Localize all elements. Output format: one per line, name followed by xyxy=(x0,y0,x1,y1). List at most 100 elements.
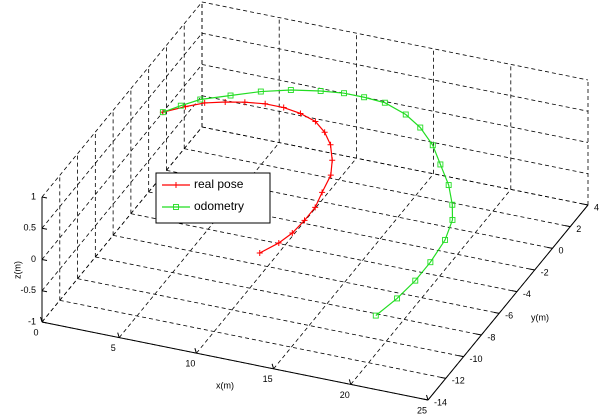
x-tick xyxy=(426,394,429,401)
z-tick-label: 0 xyxy=(31,254,36,264)
legend-label: odometry xyxy=(194,199,244,213)
y-tick xyxy=(440,376,446,379)
marker xyxy=(287,87,294,93)
marker xyxy=(227,92,234,99)
marker xyxy=(241,99,248,106)
x-tick-label: 25 xyxy=(417,405,427,415)
z-tick-label: 1 xyxy=(31,191,36,201)
marker xyxy=(437,161,444,168)
marker xyxy=(427,259,434,266)
y-axis-label: y(m) xyxy=(531,312,549,322)
marker xyxy=(417,124,424,131)
y-axis xyxy=(427,204,589,401)
x-tick xyxy=(40,316,43,323)
y-tick xyxy=(565,225,571,228)
y-tick-label: -14 xyxy=(434,397,447,407)
grid-line xyxy=(41,95,203,292)
marker xyxy=(449,216,456,223)
marker xyxy=(173,204,179,210)
marker xyxy=(445,182,452,189)
grid-line xyxy=(196,157,357,354)
grid-line xyxy=(118,142,280,338)
marker xyxy=(312,204,319,211)
marker xyxy=(317,88,324,94)
x-tick-label: 15 xyxy=(263,374,273,384)
marker xyxy=(301,217,308,224)
z-tick-label: -0.5 xyxy=(20,285,36,295)
marker xyxy=(256,249,263,256)
legend-box xyxy=(155,172,271,224)
z-tick-label: -1 xyxy=(28,316,36,326)
grid-line xyxy=(113,234,500,314)
x-tick-label: 0 xyxy=(33,327,38,337)
x-tick-label: 10 xyxy=(185,359,195,369)
y-tick-label: 4 xyxy=(594,202,599,212)
y-tick xyxy=(476,333,482,336)
grid-line xyxy=(41,64,203,260)
marker xyxy=(289,230,296,237)
marker xyxy=(329,157,336,164)
z-tick-label: 0.5 xyxy=(23,223,36,233)
y-tick xyxy=(547,246,553,249)
marker xyxy=(201,99,208,106)
x-tick-label: 5 xyxy=(111,343,116,353)
grid-line xyxy=(184,148,571,228)
marker xyxy=(321,129,328,136)
z-tick xyxy=(41,290,48,293)
x-tick-label: 20 xyxy=(340,390,350,400)
grid-line xyxy=(201,1,589,81)
marker xyxy=(257,88,264,95)
grid-line xyxy=(41,32,203,229)
z-axis-label: z(m) xyxy=(12,261,22,279)
marker xyxy=(275,239,282,246)
marker xyxy=(262,100,269,107)
y-tick-label: 0 xyxy=(558,246,563,256)
marker xyxy=(361,94,368,101)
z-tick xyxy=(41,227,48,230)
z-tick xyxy=(41,321,48,324)
marker xyxy=(442,236,449,243)
marker xyxy=(297,110,304,117)
y-tick xyxy=(458,355,464,358)
y-tick-label: -2 xyxy=(541,267,549,277)
y-tick xyxy=(422,398,429,401)
marker xyxy=(449,201,456,208)
z-tick xyxy=(41,196,48,199)
marker xyxy=(177,102,184,109)
x-axis-label: x(m) xyxy=(216,380,234,390)
grid-line xyxy=(95,256,482,336)
marker xyxy=(280,104,287,111)
grid-line xyxy=(41,1,203,198)
marker xyxy=(341,90,347,97)
x-axis xyxy=(41,321,429,401)
marker xyxy=(394,295,401,302)
grid-line xyxy=(41,126,203,323)
marker xyxy=(222,99,229,106)
series-line xyxy=(162,89,454,317)
y-tick-label: -4 xyxy=(523,289,531,299)
y-tick-label: -12 xyxy=(452,376,465,386)
y-tick-label: 2 xyxy=(576,224,581,234)
grid-line xyxy=(59,299,446,379)
marker xyxy=(319,189,326,196)
x-tick xyxy=(271,363,275,369)
y-tick-label: -6 xyxy=(505,311,513,321)
y-tick xyxy=(529,268,535,271)
y-tick xyxy=(494,311,500,314)
marker xyxy=(312,118,319,125)
x-tick xyxy=(194,348,197,354)
marker xyxy=(412,277,419,284)
grid-line xyxy=(201,32,589,112)
marker xyxy=(372,312,379,319)
marker xyxy=(159,109,166,116)
y-tick xyxy=(582,203,589,206)
legend: real pose odometry xyxy=(155,172,271,224)
grid-line xyxy=(350,189,512,385)
grid-line xyxy=(130,213,517,293)
grid-line xyxy=(201,126,589,206)
marker xyxy=(327,141,334,148)
y-tick-label: -8 xyxy=(487,332,495,342)
grid-line xyxy=(201,95,589,175)
legend-label: real pose xyxy=(194,177,244,191)
